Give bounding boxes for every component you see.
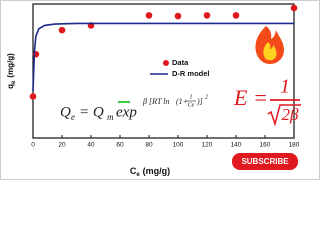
x-tick-label: 60	[116, 142, 124, 149]
eq-den: Ce	[188, 102, 195, 108]
x-tick-label: 80	[145, 142, 153, 149]
x-tick-label: 20	[58, 142, 66, 149]
y-label-part: q	[6, 84, 15, 89]
x-axis-label: Ce (mg/g)	[130, 166, 170, 177]
x-label-part: (mg/g)	[143, 166, 171, 176]
data-point	[232, 12, 240, 19]
eq-sub: m	[107, 112, 114, 122]
y-axis-label: qe (mg/g)	[6, 53, 16, 89]
eq-func: exp	[116, 104, 137, 120]
data-point	[290, 4, 298, 12]
subscribe-button[interactable]: SUBSCRIBE	[232, 153, 298, 170]
x-tick-label: 0	[31, 142, 35, 149]
legend-swatch	[163, 60, 169, 66]
x-tick-label: 40	[87, 142, 95, 149]
data-point	[58, 26, 66, 34]
eq-q: Q	[60, 104, 71, 120]
data-point	[174, 12, 182, 20]
eq-num: 1	[190, 94, 193, 100]
x-tick-label: 140	[231, 142, 242, 149]
sqrt-sign	[267, 104, 301, 127]
formula-lhs: E =	[233, 85, 268, 110]
x-label-part: C	[130, 166, 137, 176]
y-label-part: (mg/g)	[6, 53, 15, 78]
eq-sub: e	[71, 112, 75, 122]
eq-exp: β [RT ln	[142, 97, 170, 106]
eq-pow: 2	[205, 94, 208, 100]
data-point	[203, 12, 211, 19]
legend-label: Data	[172, 58, 189, 67]
formula: E = 1 2β	[233, 76, 301, 127]
legend-label: D-R model	[172, 69, 210, 78]
x-tick-label: 120	[202, 142, 213, 149]
eq-paren: (1+	[176, 97, 188, 106]
fire-icon	[255, 26, 284, 64]
x-tick-label: 180	[289, 142, 300, 149]
x-label-part: e	[136, 172, 140, 178]
eq-close: )]	[196, 97, 203, 106]
data-point	[29, 93, 37, 100]
highlight	[118, 101, 130, 103]
x-tick-label: 160	[260, 142, 271, 149]
equation: Q e = Q m exp β [RT ln (1+ 1 Ce )] 2	[60, 94, 208, 122]
eq-eq: = Q	[79, 104, 104, 120]
formula-rad: 2β	[282, 105, 300, 124]
data-point	[145, 12, 153, 19]
button-label[interactable]: SUBSCRIBE	[241, 157, 289, 166]
y-label-part: e	[11, 80, 17, 84]
model-line	[32, 22, 294, 92]
formula-num: 1	[280, 76, 290, 98]
frame	[0, 0, 320, 180]
button-bg[interactable]	[232, 153, 298, 170]
x-tick-label: 100	[173, 142, 184, 149]
